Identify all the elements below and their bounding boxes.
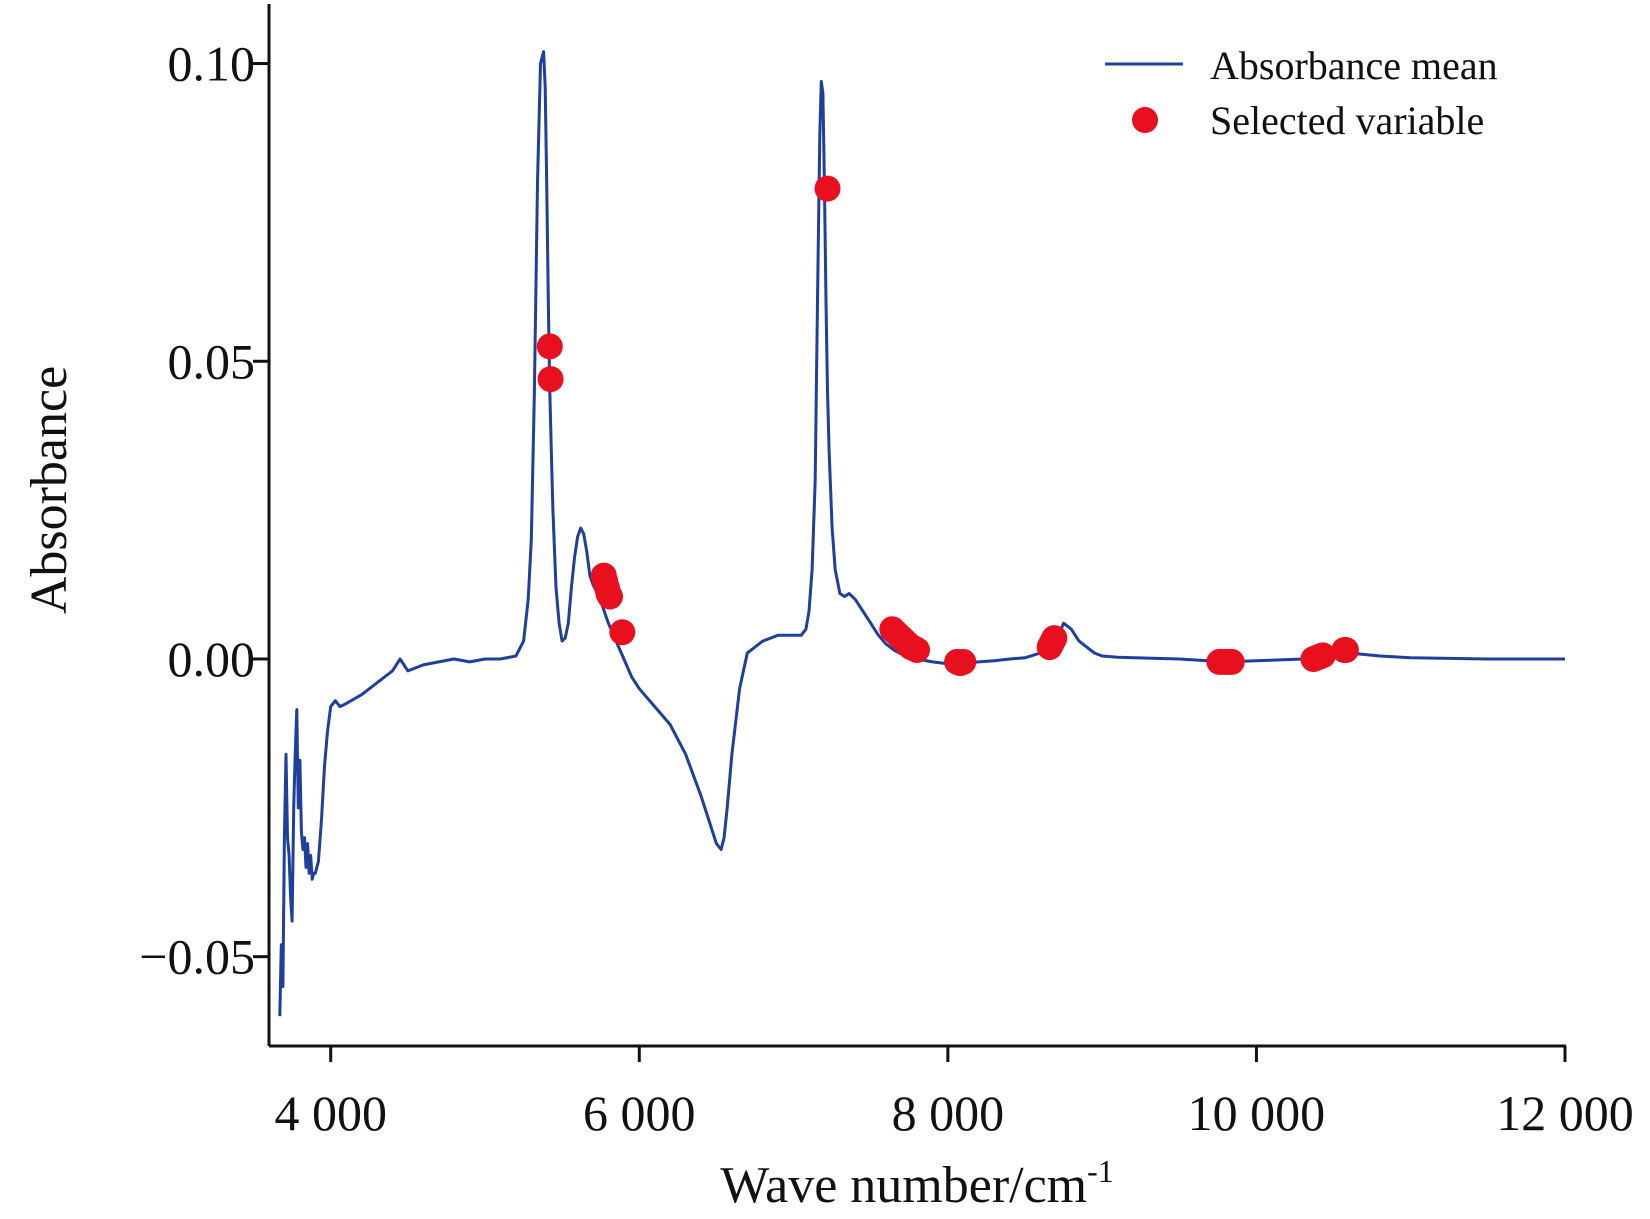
x-tick-label: 4 000 (274, 1085, 387, 1141)
y-tick-label: 0.00 (168, 631, 256, 687)
y-tick-label: 0.05 (168, 333, 256, 389)
x-tick-label: 10 000 (1188, 1085, 1326, 1141)
selected-variable-point (1332, 637, 1359, 663)
y-axis-title: Absorbance (21, 366, 78, 614)
selected-variable-point (1218, 648, 1245, 675)
plot-area (278, 50, 1565, 1017)
y-tick-label: 0.10 (168, 36, 256, 92)
selected-variable-point (537, 366, 564, 393)
y-tick-label: −0.05 (139, 929, 255, 985)
selected-variable-point (536, 333, 563, 360)
selected-variable-point (814, 175, 841, 202)
x-tick-label: 8 000 (892, 1085, 1005, 1141)
selected-variable-point (609, 619, 636, 646)
selected-variable-point (1309, 642, 1336, 669)
legend-marker-swatch (1132, 107, 1158, 133)
x-axis-title: Wave number/cm-1 (720, 1153, 1114, 1214)
x-tick-label: 6 000 (583, 1085, 696, 1141)
selected-variable-point (1041, 625, 1068, 652)
legend-label-absorbance-mean: Absorbance mean (1210, 43, 1498, 88)
selected-variable-point (950, 648, 977, 675)
selected-variable-point (597, 583, 623, 610)
legend-label-selected-variable: Selected variable (1210, 98, 1484, 143)
selected-variable-point (904, 637, 930, 663)
axes: 4 000 6 000 8 000 10 000 12 000 −0.05 0.00 0.05… (21, 4, 1634, 1214)
legend: Absorbance mean Selected variable (1105, 43, 1498, 143)
series-line-absorbance-mean (278, 50, 1565, 1017)
x-tick-label: 12 000 (1496, 1085, 1634, 1141)
